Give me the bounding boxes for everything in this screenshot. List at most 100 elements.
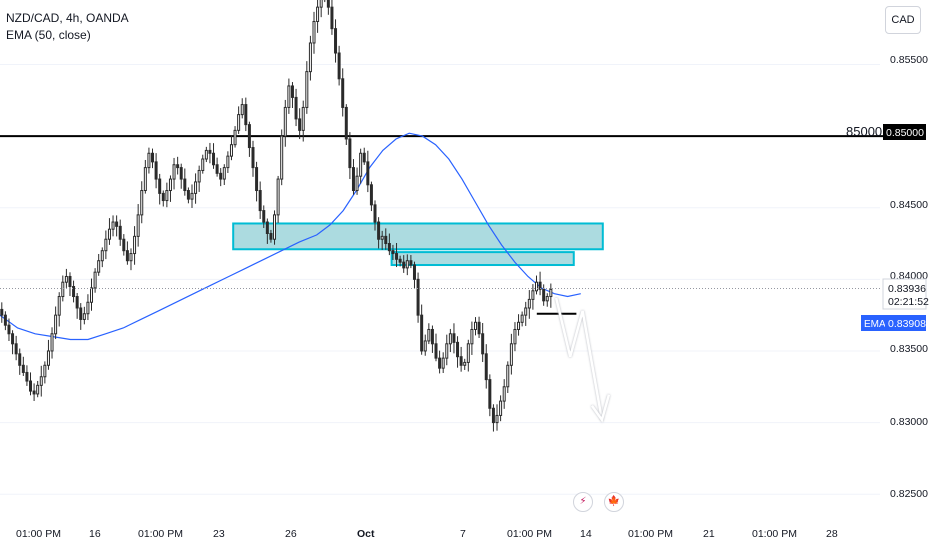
indicator-title[interactable]: EMA (50, close) (6, 28, 91, 42)
supply-zones[interactable] (232, 222, 604, 267)
canada-flag-icon[interactable]: 🍁 (604, 492, 624, 512)
candle (208, 142, 212, 164)
candle (470, 321, 474, 355)
candle-body-up (283, 106, 287, 137)
candle (369, 181, 373, 212)
candle (384, 228, 388, 250)
candle (362, 147, 366, 165)
candle (283, 99, 287, 147)
candle (215, 157, 219, 177)
candle (477, 316, 481, 339)
candle (11, 330, 15, 355)
candle-body-down (341, 78, 345, 108)
ema-tag: EMA (864, 319, 886, 330)
candle-body-down (25, 371, 29, 382)
candle-body-down (219, 172, 223, 180)
candle-body-down (215, 164, 219, 174)
candle (72, 280, 76, 303)
candle-body-down (3, 314, 7, 326)
symbol-title[interactable]: NZD/CAD, 4h, OANDA (6, 11, 129, 25)
candle (305, 61, 309, 114)
candle-body-down (176, 164, 180, 169)
lightning-icon[interactable]: ⚡ (573, 492, 593, 512)
countdown: 02:21:52 (888, 296, 929, 308)
candle (97, 253, 101, 276)
candle-body-up (165, 190, 169, 202)
candle (204, 146, 208, 163)
candle-body-up (495, 414, 499, 424)
candle (326, 0, 330, 15)
candle (466, 339, 470, 372)
candle (140, 181, 144, 224)
time-tick: Oct (357, 528, 375, 540)
candle (25, 365, 29, 386)
candle-body-up (136, 214, 140, 237)
candle-body-up (172, 164, 176, 180)
candle-body-up (143, 167, 147, 192)
candle-body-up (517, 321, 521, 330)
candle-body-up (513, 328, 517, 345)
candle (276, 175, 280, 223)
candle-body-down (456, 341, 460, 358)
candle-body-down (68, 275, 72, 288)
candle-body-down (409, 260, 413, 266)
candle-body-down (348, 138, 352, 169)
candle-body-up (509, 343, 513, 366)
candle (151, 148, 155, 169)
candle-body-down (459, 356, 463, 366)
candle-body-down (373, 204, 377, 223)
candle (348, 132, 352, 179)
candle (61, 275, 65, 302)
candle-body-down (118, 225, 122, 240)
candle (294, 88, 298, 127)
candle-body-up (427, 328, 431, 342)
candle (402, 255, 406, 273)
candle (377, 217, 381, 249)
candle-body-up (226, 155, 230, 169)
candle (524, 301, 528, 326)
candle (316, 0, 320, 33)
candle-body-down (330, 6, 334, 30)
candle-body-down (75, 296, 79, 309)
currency-button[interactable]: CAD (885, 6, 921, 34)
candle-body-up (64, 275, 68, 283)
candle (355, 167, 359, 195)
supply-zone-2 (390, 251, 575, 267)
supply-zone-1 (232, 222, 604, 251)
candle-body-up (273, 214, 277, 240)
time-axis[interactable]: 01:00 PM 16 01:00 PM 23 26 Oct 7 01:00 P… (16, 528, 838, 540)
candle (531, 284, 535, 310)
candle (129, 248, 133, 271)
candle-body-down (484, 353, 488, 381)
candle (229, 135, 233, 161)
candle (190, 184, 194, 208)
candle-body-down (11, 333, 15, 345)
candle-body-up (201, 158, 205, 171)
candle-body-down (334, 28, 338, 54)
candle-body-up (520, 314, 524, 323)
candle (448, 328, 452, 353)
ema-tag-box (861, 315, 885, 331)
candle (111, 215, 115, 237)
candle (387, 233, 391, 256)
candle (445, 334, 449, 366)
candle-body-up (280, 135, 284, 180)
candle-body-up (305, 71, 309, 108)
candle (488, 374, 492, 417)
candle-body-down (430, 328, 434, 345)
candle-body-down (269, 232, 273, 240)
candle (39, 365, 43, 397)
candle-body-down (262, 210, 266, 223)
price-axis[interactable]: 0.85500 0.84500 0.84000 0.83500 0.83000 … (846, 54, 929, 500)
candle-body-down (366, 161, 370, 186)
candle (312, 11, 316, 54)
ema-line (0, 132, 581, 341)
price-tick: 0.84500 (890, 199, 928, 211)
candle (255, 161, 259, 202)
candle-body-up (50, 333, 54, 352)
candle-body-down (247, 124, 251, 149)
candle (416, 272, 420, 323)
candle-body-up (204, 149, 208, 160)
candle (265, 218, 269, 244)
